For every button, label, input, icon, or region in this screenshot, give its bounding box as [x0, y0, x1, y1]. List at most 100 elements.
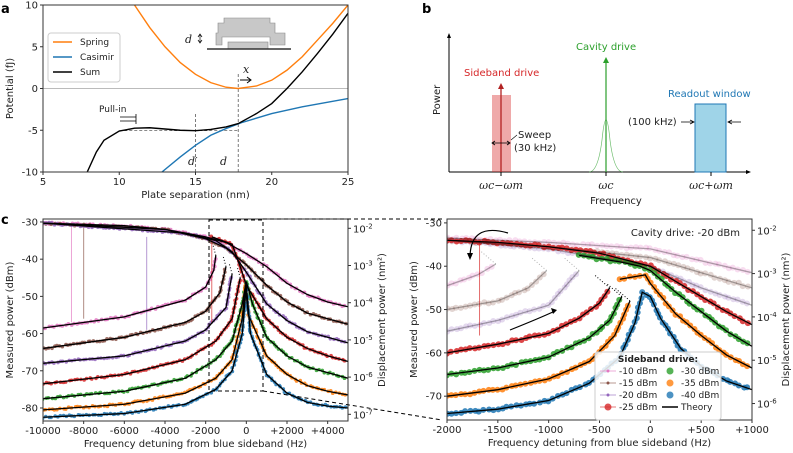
x-tick-label: 25: [342, 177, 355, 188]
y-tick-label: -60: [426, 348, 442, 359]
legend-label: Theory: [680, 403, 713, 413]
right-y-tick-label: 10-6: [353, 371, 373, 384]
unstable-branch: [594, 275, 609, 288]
legend-label: -35 dBm: [681, 379, 719, 389]
y-tick-label: -30: [426, 218, 442, 229]
right-y-tick-label: 10-4: [353, 297, 373, 310]
right-y-tick-label: 10-2: [353, 222, 373, 235]
legend-label: -25 dBm: [619, 403, 657, 413]
y-tick-label: -10: [22, 168, 38, 179]
legend-label: -40 dBm: [681, 391, 719, 401]
right-y-tick-label: 10-6: [757, 398, 777, 411]
x-tick-label: -2000: [432, 425, 461, 436]
sweep-label: Sweep: [518, 130, 551, 141]
unstable-branch: [564, 258, 579, 271]
panel-c-legend: Sideband drive: -10 dBm -15 dBm -20 dBm -25…: [595, 352, 721, 420]
series--15dBm: [41, 221, 347, 350]
x-tick-label: 0: [647, 425, 653, 436]
readout-window-label: Readout window: [668, 89, 751, 100]
x-axis-label: Frequency detuning from blue sideband (H…: [84, 439, 307, 450]
x-tick-label: -1500: [483, 425, 512, 436]
y-tick-label: -5: [28, 126, 38, 137]
data-point: [453, 371, 459, 377]
x-axis-label: Plate separation (nm): [141, 190, 250, 201]
theory-curve: [43, 285, 348, 417]
y-tick-label: -30: [22, 217, 38, 228]
plot-frame: [43, 219, 348, 421]
legend-label: -10 dBm: [619, 367, 657, 377]
cavity-drive-annotation: Cavity drive: -20 dBm: [631, 228, 740, 239]
y-tick-label: -50: [426, 305, 442, 316]
y-tick-label: 0: [32, 84, 38, 95]
theory-curve: [43, 278, 240, 384]
inset-d-label: d: [185, 33, 192, 46]
legend-marker: [667, 380, 674, 387]
theory-curve: [43, 267, 226, 349]
tick-wc-plus-wm: ωc+ωm: [689, 179, 733, 192]
sideband-drive-label: Sideband drive: [464, 68, 539, 79]
right-y-tick-label: 10-5: [353, 334, 373, 347]
x-tick-label: 20: [265, 177, 278, 188]
legend-label: -20 dBm: [619, 391, 657, 401]
exponent: -5: [770, 354, 777, 362]
x-tick-label: 0: [243, 426, 249, 437]
legend-label: -30 dBm: [681, 367, 719, 377]
data-point: [589, 241, 595, 247]
exponent: -3: [770, 268, 777, 276]
legend-marker: [605, 404, 612, 411]
unstable-branch: [481, 251, 496, 264]
theory-curve: [447, 240, 752, 324]
y-tick-label: 10: [25, 1, 38, 12]
legend-marker: [607, 394, 610, 397]
exponent: -3: [366, 260, 373, 268]
legend-marker: [607, 370, 610, 373]
series-group: [41, 221, 348, 420]
y-tick-label: -40: [22, 255, 38, 266]
y-axis-label: Potential (fJ): [5, 58, 16, 119]
exponent: -5: [366, 334, 373, 342]
d-label: d: [220, 155, 227, 168]
y-tick-label: -50: [22, 292, 38, 303]
theory-curve: [212, 237, 348, 362]
exponent: -2: [770, 224, 777, 232]
x-tick-label: -2000: [191, 426, 220, 437]
x-tick-label: +1000: [735, 425, 769, 436]
inset-schematic: d: [185, 18, 291, 49]
right-y-tick-label: 10-4: [757, 311, 777, 324]
exponent: -2: [366, 222, 373, 230]
panel-c-left-plot: -10000 -8000 -6000 -4000 -2000 0 +2000 +4000-30…: [5, 217, 388, 450]
exponent: -6: [366, 371, 374, 379]
theory-curve: [43, 223, 348, 343]
cavity-arrow-icon: [603, 57, 609, 63]
x-tick-label: +500: [687, 425, 714, 436]
y-axis-label: Measured power (dBm): [409, 261, 420, 378]
right-y-tick-label: 10-2: [757, 224, 777, 237]
x-tick-label: 15: [189, 177, 202, 188]
unstable-branch: [213, 244, 216, 255]
legend-title: Sideband drive:: [618, 355, 698, 365]
right-y-tick-label: 10-3: [353, 260, 373, 273]
d-prime-label: d′: [188, 155, 198, 168]
legend-spring: Spring: [80, 38, 109, 48]
legend-label: -15 dBm: [619, 379, 657, 389]
x-tick-label: -500: [588, 425, 611, 436]
x-tick-label: -10000: [25, 426, 60, 437]
panel-b-xlabel: Frequency: [590, 196, 642, 207]
legend-marker: [667, 392, 674, 399]
x-label: x: [243, 63, 250, 76]
x-tick-label: +4000: [311, 426, 345, 437]
right-y-axis-label: Displacement power (nm²): [377, 253, 388, 387]
x-axis-label: Frequency detuning from blue sideband (H…: [488, 438, 711, 449]
unstable-branch: [223, 255, 226, 266]
pull-in-label: Pull-in: [99, 105, 126, 115]
right-y-tick-label: 10-7: [353, 408, 373, 421]
exponent: -7: [366, 408, 373, 416]
unstable-branch: [229, 263, 232, 274]
y-tick-label: -70: [22, 366, 38, 377]
figure: a b c 5 10 15 20 25-10-50510Plate separation…: [0, 0, 793, 453]
tick-wc: ωc: [598, 179, 613, 192]
x-tick-label: -6000: [110, 426, 139, 437]
arrowhead-icon: [467, 253, 473, 260]
y-tick-label: -70: [426, 392, 442, 403]
theory-curve: [447, 271, 547, 310]
